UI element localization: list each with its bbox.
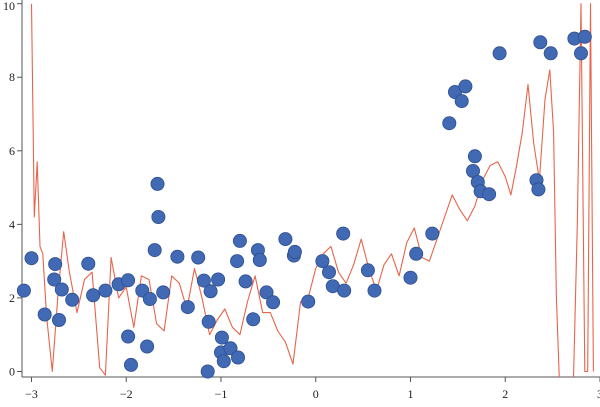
data-point [98,283,113,298]
data-point [337,283,352,298]
data-point [409,246,424,261]
data-point [574,46,589,61]
data-points-layer [16,29,592,379]
data-point [238,274,253,289]
data-point [403,270,418,285]
data-point [321,265,336,280]
data-point [259,285,274,300]
data-point [232,233,247,248]
data-point [200,364,215,379]
data-point [315,254,330,269]
data-point [170,249,185,264]
axes [17,0,600,382]
x-tick-label: −3 [25,387,38,401]
data-point [425,226,440,241]
data-point [147,243,162,258]
data-point [156,285,171,300]
y-tick-label: 4 [9,217,15,231]
data-point [121,329,136,344]
data-point [492,46,507,61]
x-tick-label: 2 [502,387,508,401]
data-point [52,312,67,327]
data-point [65,292,80,307]
x-tick-label: 1 [407,387,413,401]
data-point [278,232,293,247]
data-point [140,339,155,354]
data-point [201,314,216,329]
data-point [301,294,316,309]
data-point [543,46,558,61]
fit-curve-layer [30,3,594,377]
data-point [211,272,226,287]
x-tick-label: −1 [215,387,228,401]
data-point [230,254,245,269]
data-point [151,209,166,224]
x-tick-label: 0 [313,387,319,401]
data-point [360,263,375,278]
data-point [531,182,546,197]
data-point [577,29,592,44]
data-point [336,226,351,241]
y-tick-label: 0 [9,364,15,378]
fit-curve-line [30,3,594,377]
data-point [287,244,302,259]
data-point [482,187,497,202]
data-point [48,257,63,272]
data-point [142,291,157,306]
data-point [266,295,281,310]
y-tick-label: 8 [9,70,15,84]
data-point [121,273,136,288]
y-tick-label: 2 [9,291,15,305]
data-point [196,273,211,288]
data-point [467,149,482,164]
data-point [54,282,69,297]
data-point [180,300,195,315]
data-point [81,256,96,271]
data-point [191,250,206,265]
data-point [442,116,457,131]
data-point [230,350,245,365]
y-tick-label: 6 [9,144,15,158]
data-point [533,35,548,50]
data-point [367,283,382,298]
data-point [214,330,229,345]
data-point [86,288,101,303]
data-point [37,307,52,322]
data-point [150,176,165,191]
data-point [454,94,469,109]
data-point [24,251,39,266]
data-point [216,354,231,369]
data-point [16,283,31,298]
data-point [47,272,62,287]
tick-labels-layer: −3 −2 −1 0 1 2 3 0 2 4 6 8 10 [3,0,600,401]
x-tick-label: −2 [120,387,133,401]
data-point [246,312,261,327]
data-point [124,357,139,372]
data-point [223,341,238,356]
y-tick-label: 10 [3,0,15,13]
data-point [203,284,218,299]
x-tick-label: 3 [597,387,600,401]
data-point [252,252,267,267]
data-point [458,79,473,94]
